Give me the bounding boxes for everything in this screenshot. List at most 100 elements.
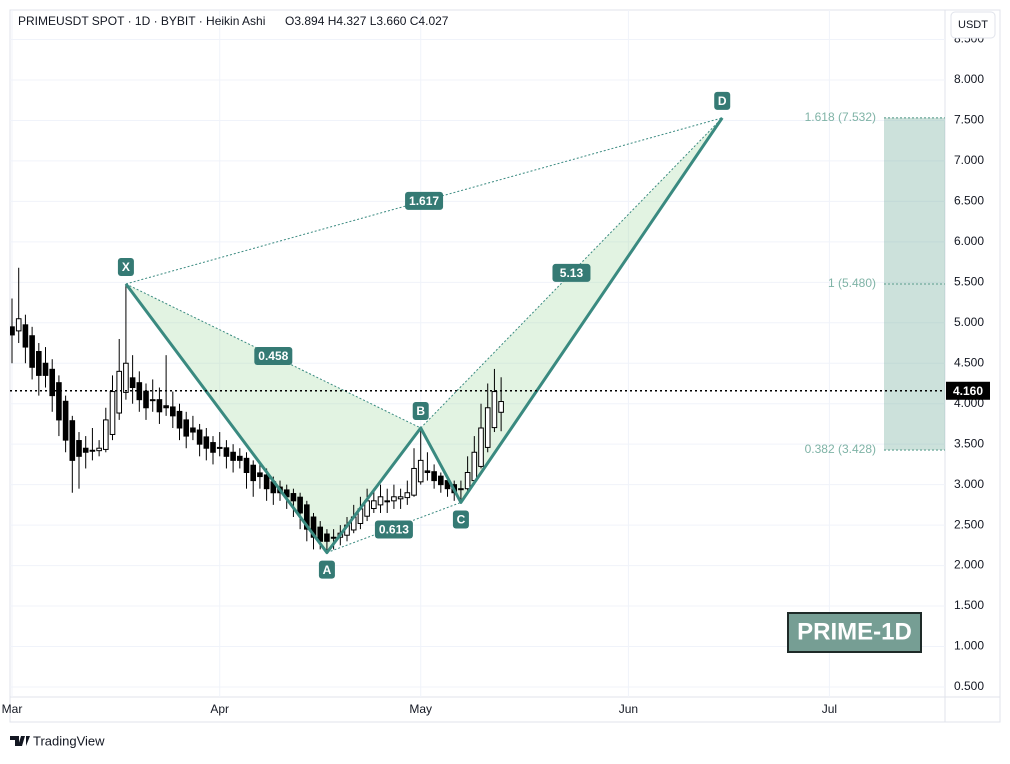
candle-body (417, 459, 424, 483)
fib-level-label: 1 (5.480) (828, 276, 876, 290)
candle-body (471, 451, 478, 482)
x-tick-label: Apr (210, 702, 229, 716)
fib-level-label: 1.618 (7.532) (805, 110, 876, 124)
last-price-badge (946, 381, 990, 400)
y-tick-label: 6.500 (954, 194, 984, 208)
candle-body (183, 419, 190, 437)
point-label: X (122, 260, 130, 274)
candle-body (230, 451, 236, 461)
candle-body (478, 427, 484, 467)
candle-body (89, 449, 96, 452)
pattern-fill (125, 283, 421, 553)
point-label: A (323, 563, 332, 577)
y-tick-label: 7.000 (954, 153, 984, 167)
candle-body (216, 446, 223, 449)
currency-button[interactable] (950, 11, 996, 39)
candle-body (116, 370, 123, 414)
y-tick-label: 1.500 (954, 598, 984, 612)
candle-body (190, 427, 196, 433)
candle-body (304, 504, 310, 530)
candle-body (424, 470, 431, 474)
ratio-badge (405, 191, 444, 210)
candle-body (464, 472, 471, 490)
candle-body (404, 492, 411, 499)
axes: 0.5001.0001.5002.0002.5003.0003.5004.000… (2, 32, 990, 716)
candle-body (123, 362, 129, 393)
candle-body (484, 407, 491, 448)
candle-body (223, 447, 230, 457)
fib-zone (884, 117, 945, 451)
candle-body (203, 436, 210, 449)
y-tick-label: 5.500 (954, 274, 984, 288)
y-tick-label: 3.000 (954, 477, 984, 491)
candle-body (62, 400, 69, 441)
candle-body (431, 471, 437, 482)
y-tick-label: 4.500 (954, 355, 984, 369)
y-tick-label: 6.000 (954, 234, 984, 248)
candle-body (42, 362, 49, 376)
ratio-label: 1.617 (409, 194, 439, 208)
candle-body (96, 447, 102, 452)
candle-body (170, 406, 176, 417)
fib-level-label: 0.382 (3.428) (805, 442, 876, 456)
ratio-label: 5.13 (560, 266, 584, 280)
brand-icon (10, 736, 30, 746)
x-tick-label: Jun (619, 702, 638, 716)
x-tick-label: Mar (2, 702, 23, 716)
y-tick-label: 1.000 (954, 639, 984, 653)
candle-body (36, 351, 42, 376)
candle-body (82, 447, 89, 453)
ohlc-info: O3.894 H4.327 L3.660 C4.027 (285, 14, 449, 28)
candle-body (163, 405, 169, 409)
candle-body (397, 496, 404, 500)
ratio-label: 0.458 (258, 349, 288, 363)
candle-body (458, 488, 464, 491)
pattern-leg (124, 117, 724, 555)
last-price-label: 4.160 (953, 384, 983, 398)
candle-body (129, 377, 136, 389)
ratio-label: 0.613 (379, 523, 409, 537)
candle-body (76, 440, 82, 457)
candle-body (109, 391, 116, 435)
candle-body (324, 533, 330, 542)
candle-body (69, 420, 76, 461)
candle-body (149, 399, 156, 402)
plot-area: 1.618 (7.532) 1 (5.480) 0.382 (3.428) 1.617… (10, 91, 945, 579)
candle-body (250, 464, 257, 482)
point-badge (412, 401, 429, 420)
watermark-box (787, 612, 922, 653)
y-tick-label: 2.500 (954, 517, 984, 531)
candle-body (371, 500, 377, 510)
candle-body (237, 455, 243, 461)
y-tick-label: 0.500 (954, 679, 984, 693)
point-label: C (457, 513, 466, 527)
point-label: D (718, 94, 727, 108)
candle-body (29, 335, 35, 368)
candle-body (498, 401, 504, 413)
point-badge (452, 510, 469, 529)
candle-body (330, 536, 337, 539)
symbol-info: PRIMEUSDT SPOT · 1D · BYBIT · Heikin Ash… (18, 14, 265, 28)
brand-logo: TradingView (10, 733, 105, 748)
candle-body (196, 429, 203, 445)
point-badge (318, 560, 335, 579)
point-badge (117, 257, 134, 276)
candle-body (257, 472, 263, 478)
candle-body (310, 516, 317, 538)
candle-body (143, 390, 149, 409)
point-label: B (416, 404, 425, 418)
candle-body (49, 368, 56, 397)
candle-body (176, 410, 183, 429)
chart-frame (9, 9, 1001, 723)
candle-body (297, 496, 303, 514)
y-tick-label: 5.000 (954, 315, 984, 329)
y-tick-label: 2.000 (954, 558, 984, 572)
candle-body (384, 500, 391, 503)
candle-body (263, 474, 270, 490)
x-tick-label: May (409, 702, 432, 716)
candle-body (491, 391, 498, 429)
candle-body (10, 326, 15, 336)
candle-body (15, 318, 22, 332)
y-tick-label: 8.000 (954, 72, 984, 86)
